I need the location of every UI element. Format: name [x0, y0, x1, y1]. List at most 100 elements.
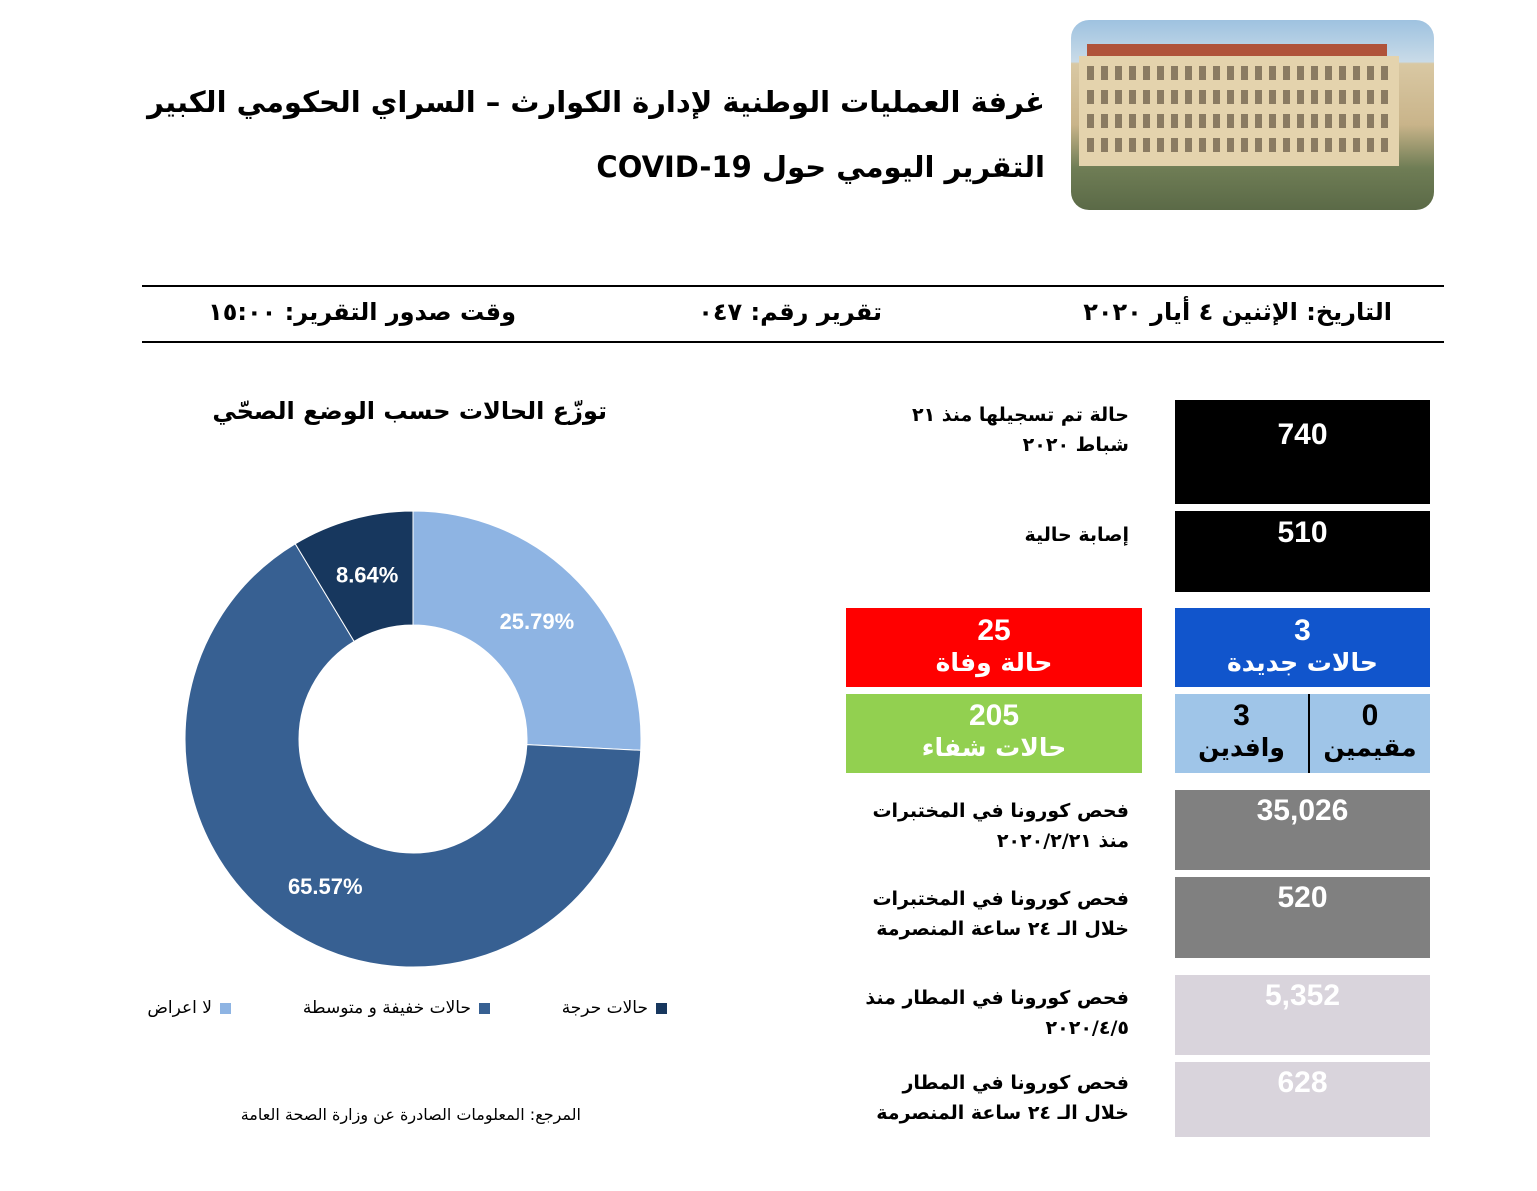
photo-window	[1325, 114, 1332, 128]
photo-window	[1227, 66, 1234, 80]
photo-window	[1269, 66, 1276, 80]
photo-window	[1241, 138, 1248, 152]
photo-window	[1227, 90, 1234, 104]
recovered-label: حالات شفاء	[921, 733, 1067, 762]
legend-label-no-symptoms: لا اعراض	[147, 998, 212, 1018]
report-date: التاريخ: الإثنين ٤ أيار ٢٠٢٠	[1083, 298, 1392, 326]
photo-window	[1143, 138, 1150, 152]
photo-window	[1381, 66, 1388, 80]
active-cases-value: 510	[1277, 516, 1328, 549]
photo-window	[1143, 90, 1150, 104]
photo-window	[1157, 90, 1164, 104]
photo-window	[1339, 138, 1346, 152]
arrivals-value: 3	[1233, 699, 1250, 732]
photo-window	[1367, 138, 1374, 152]
total-cases-label: حالة تم تسجيلها منذ ٢١ شباط ٢٠٢٠	[912, 400, 1129, 460]
photo-window	[1241, 90, 1248, 104]
photo-window	[1353, 66, 1360, 80]
airport-tests-24h-box: 628	[1175, 1062, 1430, 1137]
photo-window	[1143, 114, 1150, 128]
photo-window	[1325, 66, 1332, 80]
photo-window	[1367, 114, 1374, 128]
photo-window	[1129, 138, 1136, 152]
photo-window	[1213, 138, 1220, 152]
photo-window	[1339, 66, 1346, 80]
lab-tests-24h-label: فحص كورونا في المختبرات خلال الـ ٢٤ ساعة…	[872, 884, 1129, 944]
photo-window	[1367, 66, 1374, 80]
airport-tests-24h-label-line2: خلال الـ ٢٤ ساعة المنصرمة	[876, 1102, 1129, 1124]
photo-window	[1171, 138, 1178, 152]
photo-window	[1101, 90, 1108, 104]
slice-mild	[184, 543, 642, 968]
legend-label-critical: حالات حرجة	[561, 998, 648, 1018]
legend-swatch-critical	[656, 1002, 667, 1014]
photo-window	[1129, 90, 1136, 104]
lab-tests-total-label: فحص كورونا في المختبرات منذ ٢٠٢٠/٢/٢١	[872, 796, 1129, 856]
total-cases-value: 740	[1277, 418, 1328, 451]
slice-critical	[294, 510, 414, 643]
photo-roof	[1087, 44, 1387, 58]
report-subtitle: التقرير اليومي حول COVID-19	[596, 150, 1045, 184]
deaths-value: 25	[977, 614, 1011, 647]
total-cases-label-line2: شباط ٢٠٢٠	[1022, 434, 1129, 456]
arrivals-cell: 3 وافدين	[1175, 694, 1308, 762]
photo-window	[1115, 66, 1122, 80]
airport-tests-total-label-line2: ٢٠٢٠/٤/٥	[1045, 1017, 1129, 1039]
photo-window	[1199, 114, 1206, 128]
photo-window	[1297, 114, 1304, 128]
photo-window	[1283, 114, 1290, 128]
photo-window	[1311, 114, 1318, 128]
photo-window	[1311, 90, 1318, 104]
photo-window	[1227, 114, 1234, 128]
donut-chart: 25.79% 65.57% 8.64%	[184, 510, 642, 968]
legend-item-mild: حالات خفيفة و متوسطة	[303, 998, 490, 1018]
photo-window	[1381, 114, 1388, 128]
total-cases-label-line1: حالة تم تسجيلها منذ ٢١	[911, 404, 1129, 426]
photo-window	[1171, 114, 1178, 128]
photo-window	[1143, 66, 1150, 80]
photo-window	[1185, 66, 1192, 80]
lab-tests-total-label-line2: منذ ٢٠٢٠/٢/٢١	[996, 830, 1129, 852]
total-cases-box: 740	[1175, 400, 1430, 504]
photo-window	[1087, 66, 1094, 80]
photo-window	[1269, 90, 1276, 104]
photo-window	[1227, 138, 1234, 152]
photo-window	[1101, 114, 1108, 128]
photo-window	[1087, 114, 1094, 128]
photo-window	[1283, 90, 1290, 104]
chart-title: توزّع الحالات حسب الوضع الصحّي	[212, 397, 607, 425]
photo-window	[1213, 66, 1220, 80]
new-cases-box: 3 حالات جديدة	[1175, 608, 1430, 687]
photo-window	[1129, 114, 1136, 128]
arrivals-label: وافدين	[1198, 733, 1285, 762]
photo-window	[1213, 114, 1220, 128]
page-title: غرفة العمليات الوطنية لإدارة الكوارث – ا…	[147, 85, 1045, 119]
photo-window	[1157, 114, 1164, 128]
photo-window	[1297, 138, 1304, 152]
photo-window	[1283, 66, 1290, 80]
photo-window	[1129, 66, 1136, 80]
source-reference: المرجع: المعلومات الصادرة عن وزارة الصحة…	[240, 1105, 581, 1124]
photo-window	[1101, 66, 1108, 80]
photo-building	[1079, 56, 1399, 166]
legend-item-no-symptoms: لا اعراض	[147, 998, 231, 1018]
photo-window	[1241, 114, 1248, 128]
photo-window	[1185, 138, 1192, 152]
photo-window	[1297, 66, 1304, 80]
airport-tests-24h-value: 628	[1277, 1066, 1328, 1099]
legend-label-mild: حالات خفيفة و متوسطة	[302, 998, 471, 1018]
deaths-label: حالة وفاة	[935, 648, 1053, 677]
photo-window	[1185, 90, 1192, 104]
photo-window	[1255, 138, 1262, 152]
lab-tests-24h-label-line1: فحص كورونا في المختبرات	[872, 888, 1129, 910]
photo-window	[1367, 90, 1374, 104]
photo-window	[1255, 66, 1262, 80]
photo-window	[1311, 66, 1318, 80]
photo-window	[1325, 90, 1332, 104]
photo-window	[1157, 138, 1164, 152]
lab-tests-24h-box: 520	[1175, 877, 1430, 958]
photo-window	[1087, 138, 1094, 152]
data-label-critical: 8.64%	[336, 562, 398, 587]
photo-window	[1255, 90, 1262, 104]
photo-window	[1115, 90, 1122, 104]
